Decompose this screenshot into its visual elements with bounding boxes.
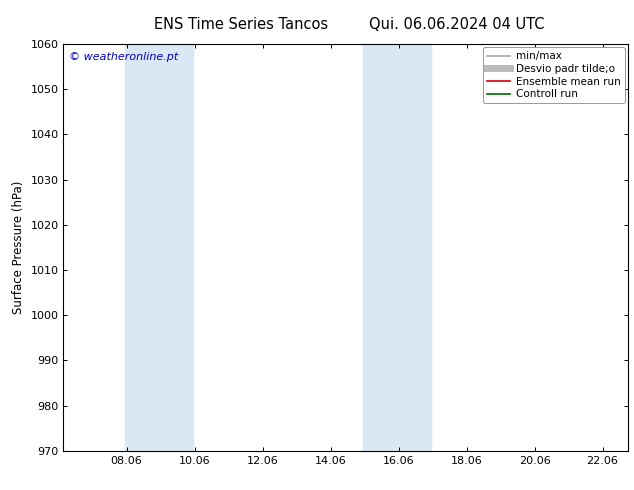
Text: Qui. 06.06.2024 04 UTC: Qui. 06.06.2024 04 UTC bbox=[369, 17, 544, 32]
Bar bbox=[125, 44, 193, 451]
Y-axis label: Surface Pressure (hPa): Surface Pressure (hPa) bbox=[12, 181, 25, 314]
Text: ENS Time Series Tancos: ENS Time Series Tancos bbox=[154, 17, 328, 32]
Text: © weatheronline.pt: © weatheronline.pt bbox=[69, 52, 178, 62]
Legend: min/max, Desvio padr tilde;o, Ensemble mean run, Controll run: min/max, Desvio padr tilde;o, Ensemble m… bbox=[483, 47, 624, 103]
Bar bbox=[363, 44, 430, 451]
